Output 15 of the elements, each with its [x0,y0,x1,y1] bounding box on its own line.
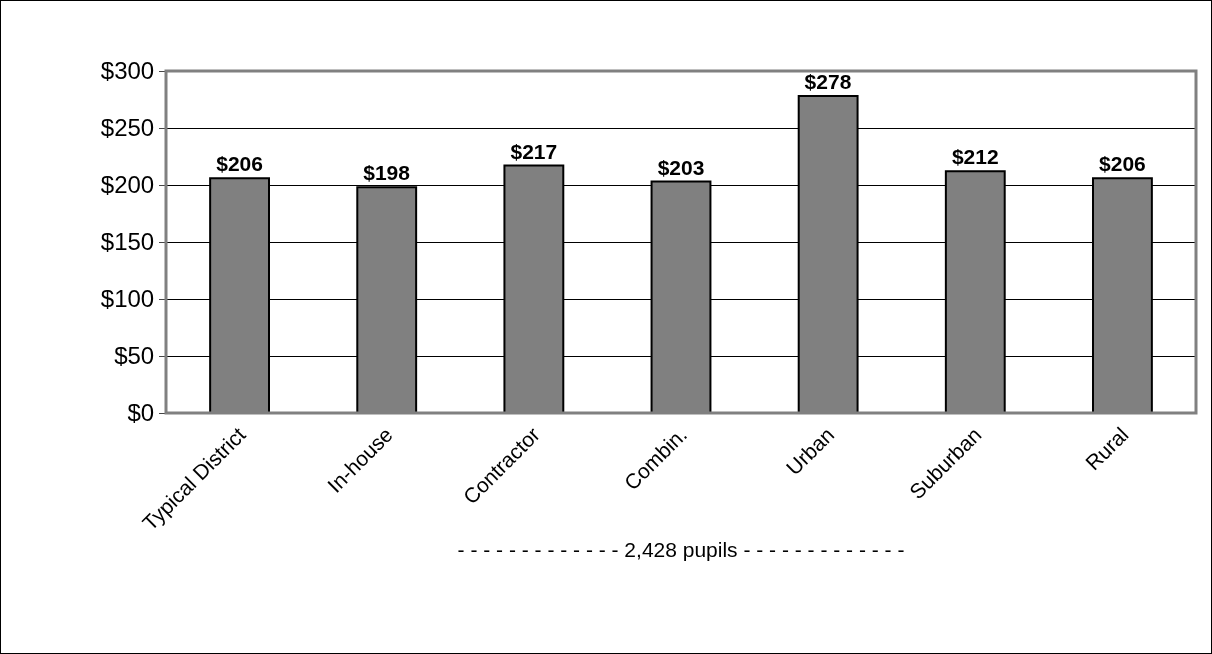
y-tick-label: $200 [100,171,155,199]
data-label: $212 [951,145,999,169]
x-axis-title: - - - - - - - - - - - - - 2,428 pupils - - - - - - - - - - - - - [457,537,905,561]
data-label: $198 [363,161,411,185]
data-label: $203 [657,155,705,179]
y-tick-label: $150 [100,228,155,256]
y-tick-label: $50 [114,342,155,370]
y-tick-label: $100 [100,285,155,313]
data-label: $206 [1099,152,1146,176]
y-tick-label: $300 [100,57,155,85]
data-label: $278 [804,70,852,94]
data-label: $206 [216,152,263,176]
y-tick-label: $0 [127,399,155,427]
data-label: $217 [510,139,558,163]
y-tick-label: $250 [100,114,155,142]
